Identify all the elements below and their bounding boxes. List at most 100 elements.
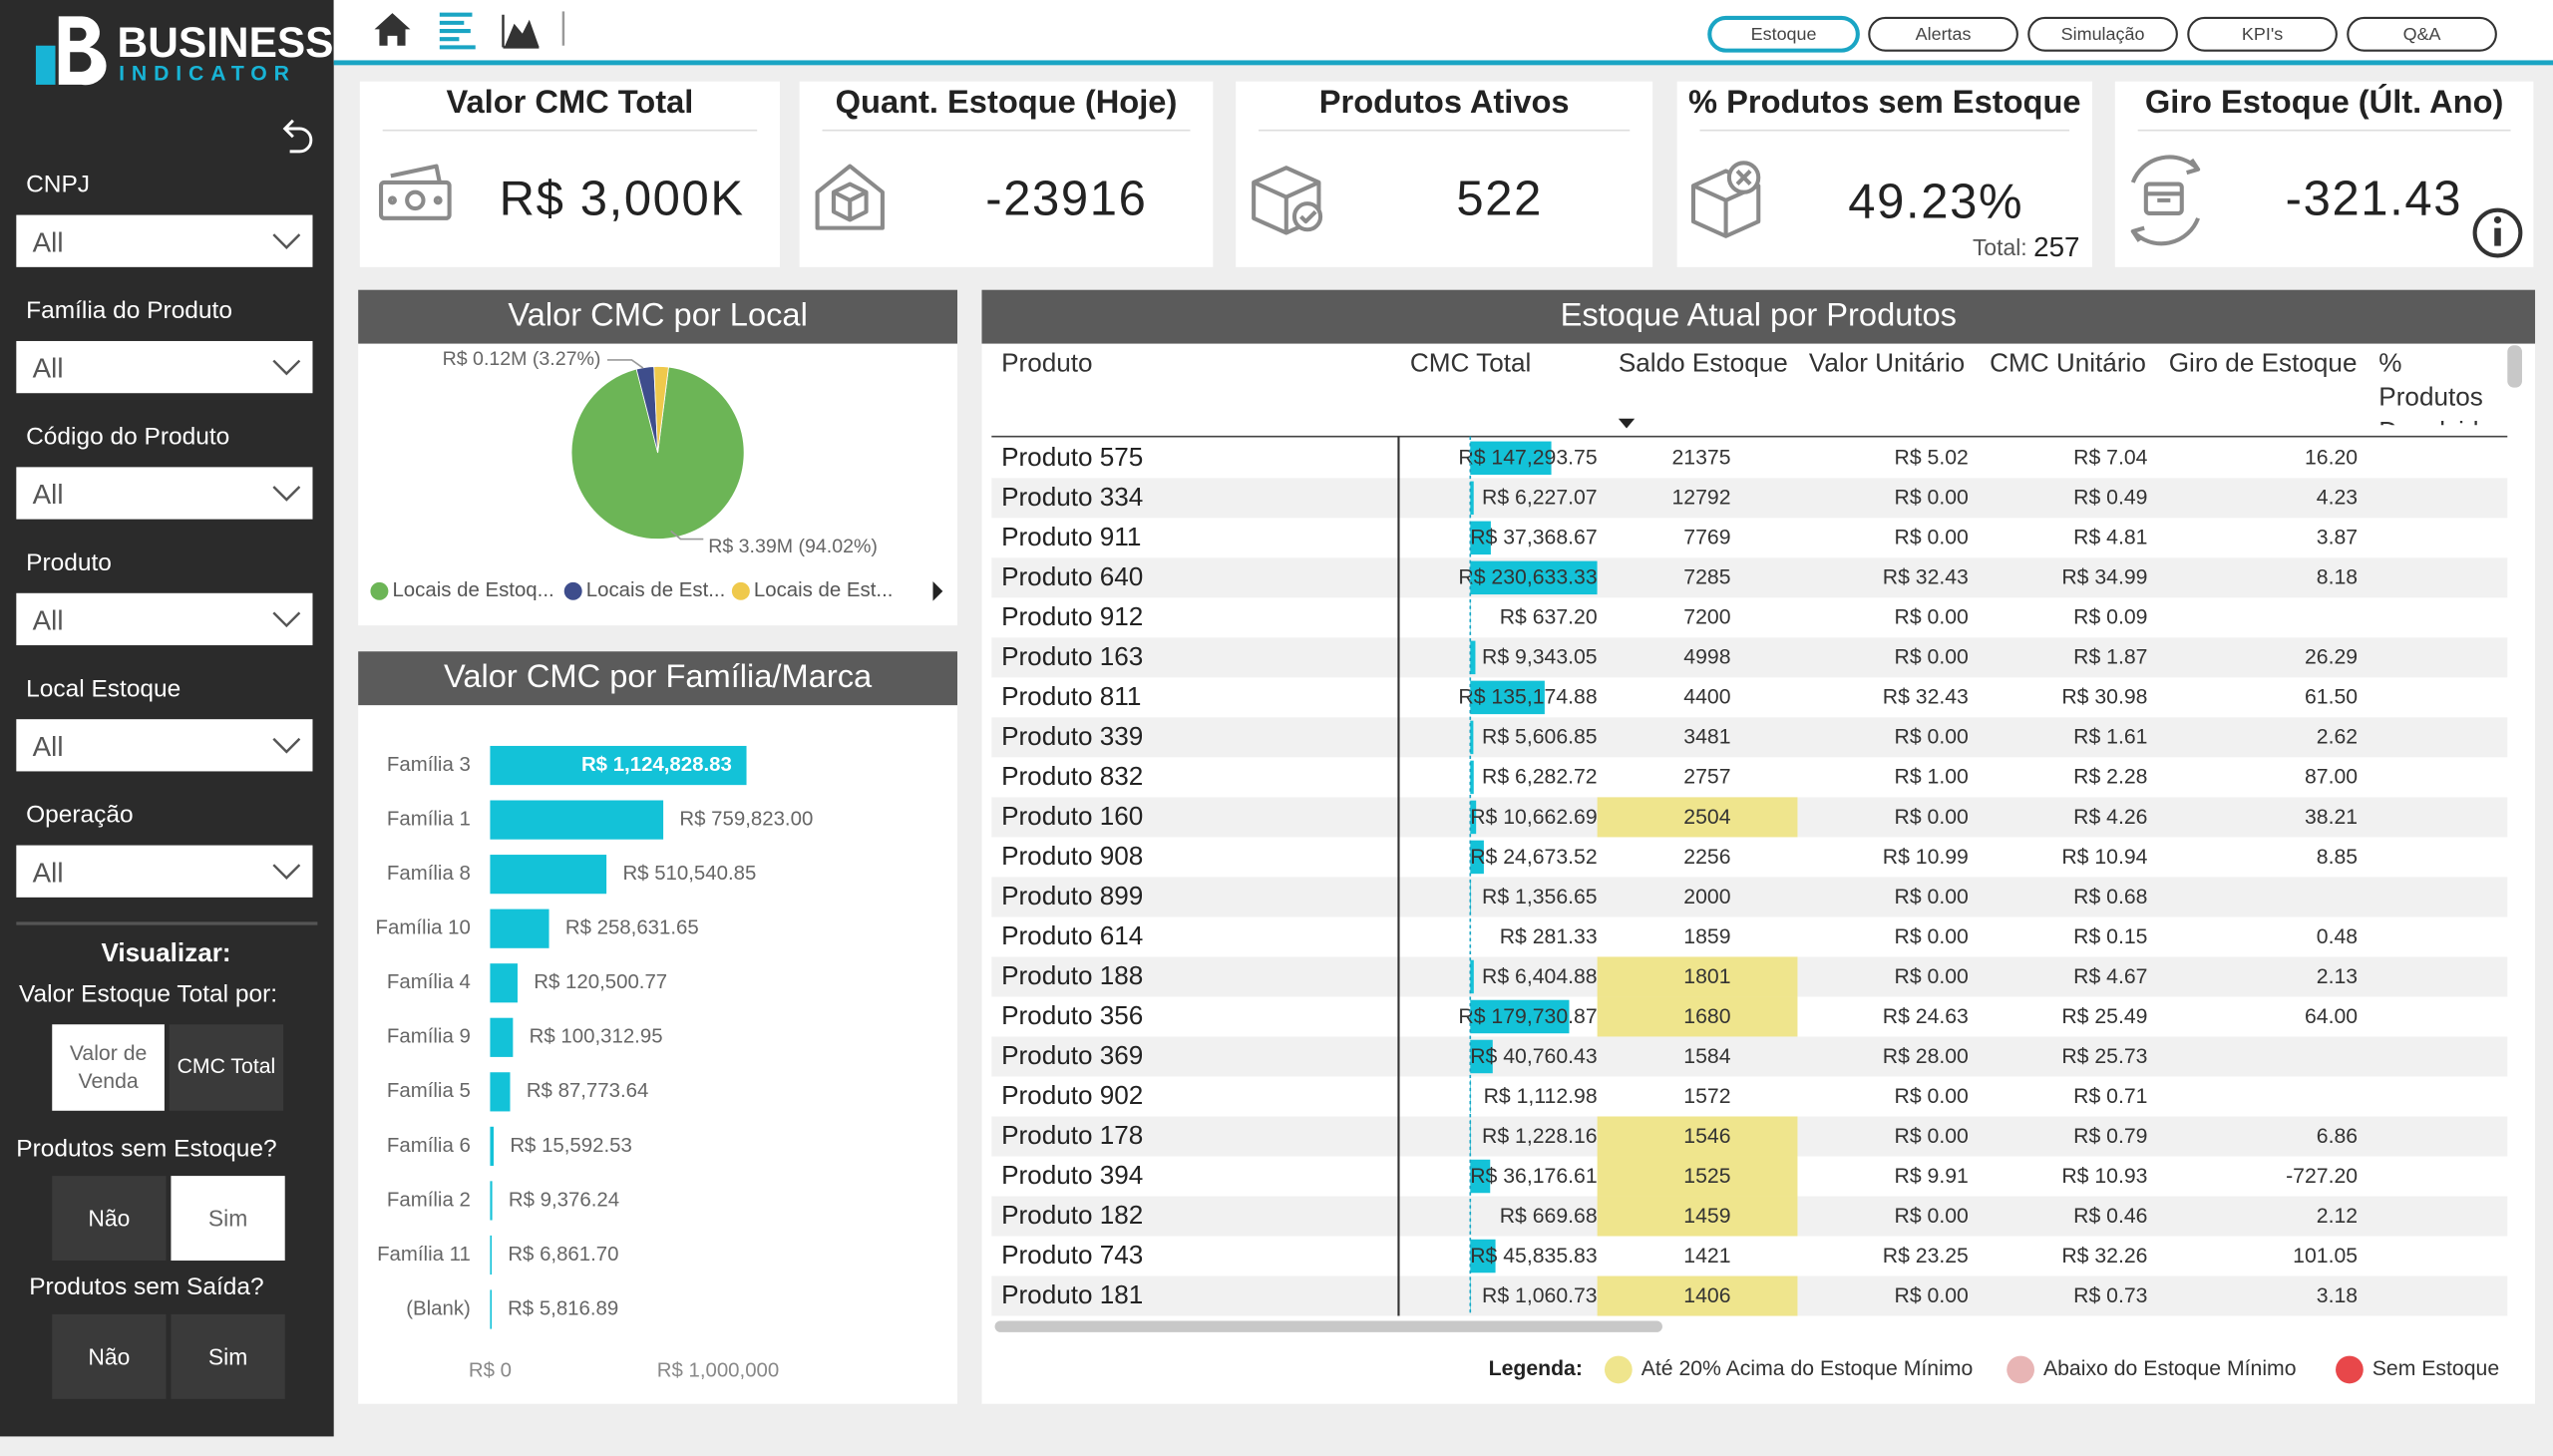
cell-cmc-unitario: R$ 0.71 [2073, 1085, 2147, 1108]
cell-giro: 101.05 [2293, 1245, 2358, 1268]
vertical-scrollbar[interactable] [2507, 345, 2522, 388]
cell-giro: 2.13 [2317, 965, 2358, 988]
logo-icon [35, 16, 107, 86]
saldo-highlight [1597, 956, 1798, 997]
cell-saldo: 1572 [1683, 1085, 1730, 1108]
kpi-total-label: Total: [1973, 234, 2027, 260]
filter-label: Família do Produto [26, 297, 232, 324]
toggle-button-box[interactable]: Não [52, 1176, 166, 1261]
cell-giro: 64.00 [2305, 1005, 2358, 1028]
filter-dropdown[interactable] [16, 340, 313, 394]
cell-valor-unitario: R$ 0.00 [1895, 925, 1969, 948]
toggle-button[interactable]: Não [88, 1205, 131, 1232]
cell-saldo: 4400 [1683, 686, 1730, 709]
bar-value-label: R$ 759,823.00 [679, 808, 813, 830]
bar-value-label: R$ 100,312.95 [530, 1026, 663, 1048]
toggle-button[interactable]: Valor de Venda [69, 1039, 148, 1092]
toggle-button-box[interactable]: Sim [171, 1176, 284, 1261]
cmc-data-bar [1470, 640, 1476, 675]
cell-cmc-unitario: R$ 10.93 [2061, 1165, 2147, 1188]
saldo-highlight [1597, 1196, 1798, 1237]
saldo-highlight [1597, 996, 1798, 1037]
cell-produto: Produto 182 [1001, 1200, 1143, 1230]
toggle-label: Produtos sem Estoque? [16, 1135, 276, 1162]
cell-giro: 2.12 [2317, 1205, 2358, 1228]
cell-cmc-unitario: R$ 34.99 [2061, 566, 2147, 589]
nav-tab-label: Estoque [1751, 24, 1817, 44]
cmc-data-bar [1470, 760, 1474, 795]
cell-giro: 6.86 [2317, 1125, 2358, 1148]
toggle-button-box[interactable]: Não [52, 1314, 166, 1399]
chart-icon[interactable] [502, 14, 540, 49]
nav-tab[interactable] [2347, 16, 2497, 52]
cell-cmc-unitario: R$ 4.67 [2073, 965, 2147, 988]
cell-valor-unitario: R$ 32.43 [1883, 566, 1969, 589]
cell-valor-unitario: R$ 28.00 [1883, 1045, 1969, 1068]
pie-label: R$ 3.39M (94.02%) [708, 536, 878, 557]
nav-tab-label: Q&A [2403, 24, 2441, 44]
toggle-button-bg[interactable] [171, 1176, 285, 1262]
toggle-button-box[interactable]: Valor de Venda [52, 1024, 165, 1111]
logo-subtitle: INDICATOR [119, 63, 296, 86]
cell-cmc-total: R$ 230,633.33 [1458, 566, 1597, 589]
filter-label: Código do Produto [26, 423, 229, 450]
filter-dropdown[interactable] [16, 845, 313, 898]
row-stripe [991, 877, 2508, 917]
cell-cmc-unitario: R$ 32.26 [2061, 1245, 2147, 1268]
bar [490, 1181, 493, 1221]
nav-tab[interactable] [1707, 15, 1860, 53]
toggle-button-bg[interactable] [52, 1176, 167, 1262]
nav-tab[interactable] [2187, 16, 2338, 52]
filter-dropdown[interactable] [16, 467, 313, 520]
cell-cmc-unitario: R$ 4.81 [2073, 527, 2147, 549]
kpi-title: Produtos Ativos [1319, 83, 1570, 120]
toggle-button-bg[interactable] [171, 1313, 285, 1399]
cell-valor-unitario: R$ 0.00 [1895, 527, 1969, 549]
cell-cmc-total: R$ 9,343.05 [1482, 646, 1598, 669]
cell-cmc-total: R$ 135,174.88 [1458, 686, 1597, 709]
bar [490, 963, 518, 1003]
toggle-button[interactable]: Não [88, 1343, 131, 1370]
cell-cmc-total: R$ 637.20 [1500, 606, 1598, 629]
toggle-button[interactable]: Sim [207, 1205, 248, 1232]
dropdown-chevron [272, 864, 301, 880]
cell-cmc-unitario: R$ 1.87 [2073, 646, 2147, 669]
cell-produto: Produto 908 [1001, 841, 1143, 871]
back-button[interactable] [282, 119, 313, 154]
toggle-button-box[interactable]: CMC Total [170, 1024, 283, 1111]
cell-produto: Produto 181 [1001, 1279, 1143, 1309]
kpi-title: Valor CMC Total [447, 83, 694, 120]
column-header-box: CMC Total [1410, 350, 1531, 378]
nav-tab[interactable] [1868, 16, 2018, 52]
cell-cmc-total: R$ 1,060.73 [1482, 1284, 1598, 1307]
category-label: Família 3 [387, 754, 471, 776]
cell-valor-unitario: R$ 0.00 [1895, 1085, 1969, 1108]
toggle-button[interactable]: CMC Total [177, 1053, 276, 1079]
category-label: Família 11 [377, 1244, 471, 1266]
kpi-value: -321.43 [2286, 172, 2462, 225]
filter-dropdown[interactable] [16, 719, 313, 772]
kpi-title: Giro Estoque (Últ. Ano) [2145, 83, 2504, 120]
cell-produto: Produto 902 [1001, 1080, 1143, 1110]
toggle-button-box[interactable]: Sim [171, 1314, 284, 1399]
nav-icons [374, 11, 565, 50]
cell-produto: Produto 899 [1001, 881, 1143, 910]
toggle-button-bg[interactable] [52, 1024, 165, 1111]
nav-tab[interactable] [2027, 16, 2178, 52]
cell-valor-unitario: R$ 0.00 [1895, 1125, 1969, 1148]
horizontal-scrollbar[interactable] [994, 1320, 1662, 1332]
cell-cmc-total: R$ 6,282.72 [1482, 766, 1598, 789]
toggle-button-bg[interactable] [169, 1024, 284, 1111]
cell-valor-unitario: R$ 0.00 [1895, 487, 1969, 510]
legend-next[interactable] [932, 581, 943, 601]
filter-dropdown[interactable] [16, 592, 313, 646]
nav-tab-label: Simulação [2061, 24, 2145, 44]
cell-saldo: 2256 [1683, 846, 1730, 869]
filter-dropdown[interactable] [16, 214, 313, 267]
toggle-button-bg[interactable] [52, 1313, 167, 1399]
cmc-data-bar [1470, 680, 1545, 715]
cell-cmc-total: R$ 45,835.83 [1470, 1245, 1597, 1268]
cell-cmc-unitario: R$ 0.46 [2073, 1205, 2147, 1228]
toggle-button[interactable]: Sim [207, 1343, 248, 1370]
table-icon[interactable] [439, 12, 476, 50]
